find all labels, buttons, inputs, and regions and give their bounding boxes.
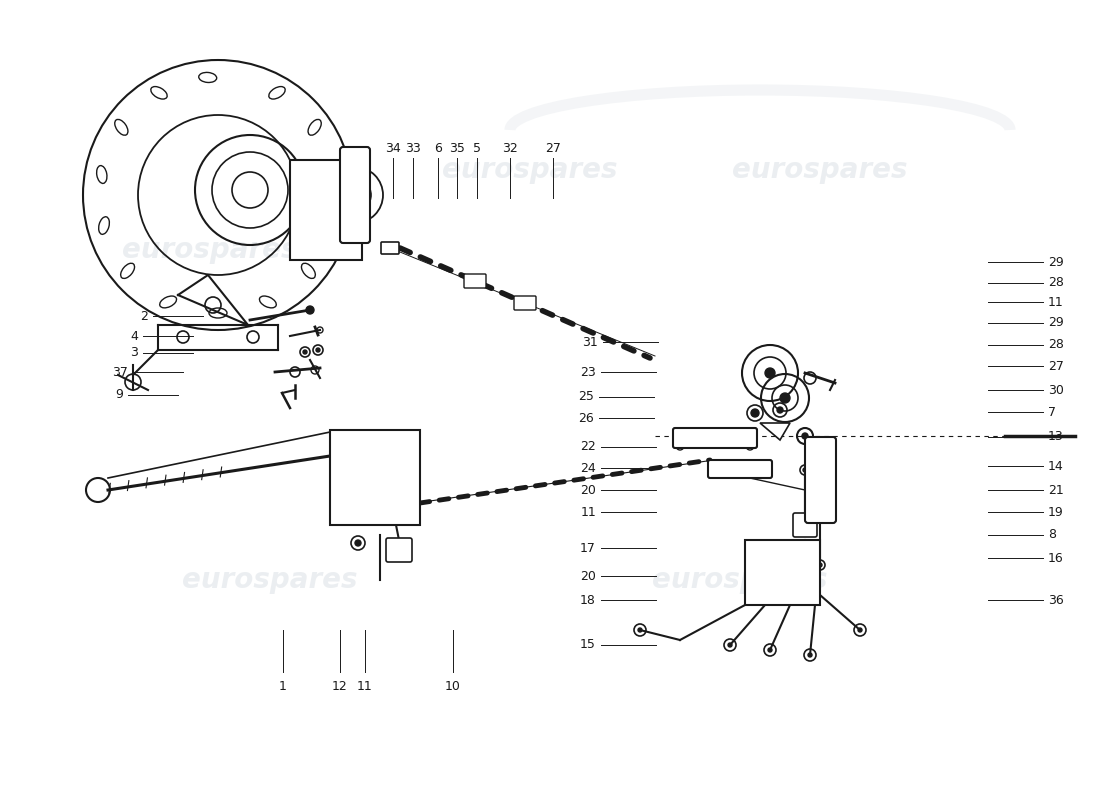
Circle shape bbox=[780, 393, 790, 403]
Circle shape bbox=[764, 368, 776, 378]
Text: 1: 1 bbox=[279, 680, 287, 693]
Ellipse shape bbox=[329, 166, 340, 183]
Ellipse shape bbox=[327, 217, 338, 234]
Text: 27: 27 bbox=[546, 142, 561, 154]
Circle shape bbox=[302, 350, 307, 354]
Text: 28: 28 bbox=[1048, 338, 1064, 351]
Ellipse shape bbox=[97, 166, 107, 183]
FancyBboxPatch shape bbox=[514, 296, 536, 310]
Text: 2: 2 bbox=[140, 310, 148, 322]
Text: 19: 19 bbox=[1048, 506, 1064, 518]
Circle shape bbox=[316, 348, 320, 352]
Text: 10: 10 bbox=[446, 680, 461, 693]
Text: 31: 31 bbox=[582, 335, 598, 349]
Ellipse shape bbox=[199, 73, 217, 82]
Ellipse shape bbox=[99, 217, 109, 234]
Text: 6: 6 bbox=[434, 142, 442, 154]
FancyBboxPatch shape bbox=[673, 428, 757, 448]
Text: 29: 29 bbox=[1048, 317, 1064, 330]
Text: 22: 22 bbox=[581, 441, 596, 454]
Circle shape bbox=[807, 582, 813, 588]
Text: 20: 20 bbox=[580, 483, 596, 497]
Circle shape bbox=[355, 540, 361, 546]
Text: 11: 11 bbox=[1048, 295, 1064, 309]
Text: 16: 16 bbox=[1048, 551, 1064, 565]
Circle shape bbox=[858, 628, 862, 632]
Circle shape bbox=[768, 648, 772, 652]
Circle shape bbox=[777, 407, 783, 413]
Text: 8: 8 bbox=[1048, 529, 1056, 542]
Text: eurospares: eurospares bbox=[442, 156, 618, 184]
Text: 13: 13 bbox=[1048, 430, 1064, 443]
Circle shape bbox=[386, 244, 394, 252]
Text: 7: 7 bbox=[1048, 406, 1056, 418]
Text: 11: 11 bbox=[581, 506, 596, 518]
Text: 33: 33 bbox=[405, 142, 421, 154]
Ellipse shape bbox=[121, 263, 134, 278]
Text: 24: 24 bbox=[581, 462, 596, 474]
Text: 5: 5 bbox=[473, 142, 481, 154]
Ellipse shape bbox=[151, 86, 167, 99]
Text: 12: 12 bbox=[332, 680, 348, 693]
Text: 29: 29 bbox=[1048, 255, 1064, 269]
Circle shape bbox=[817, 462, 823, 468]
Text: 30: 30 bbox=[1048, 383, 1064, 397]
FancyBboxPatch shape bbox=[464, 274, 486, 288]
Ellipse shape bbox=[301, 263, 316, 278]
Ellipse shape bbox=[308, 119, 321, 135]
FancyBboxPatch shape bbox=[290, 160, 362, 260]
Text: 18: 18 bbox=[580, 594, 596, 606]
Circle shape bbox=[808, 653, 812, 657]
Text: eurospares: eurospares bbox=[733, 156, 908, 184]
Text: 36: 36 bbox=[1048, 594, 1064, 606]
Text: eurospares: eurospares bbox=[122, 236, 298, 264]
Text: 35: 35 bbox=[449, 142, 465, 154]
Text: 26: 26 bbox=[579, 411, 594, 425]
Text: 21: 21 bbox=[1048, 483, 1064, 497]
Text: 3: 3 bbox=[130, 346, 138, 359]
Text: 27: 27 bbox=[1048, 359, 1064, 373]
Ellipse shape bbox=[114, 119, 128, 135]
Text: 20: 20 bbox=[580, 570, 596, 582]
Text: 37: 37 bbox=[112, 366, 128, 378]
Text: 14: 14 bbox=[1048, 459, 1064, 473]
Circle shape bbox=[306, 306, 313, 314]
Circle shape bbox=[802, 433, 808, 439]
Circle shape bbox=[818, 563, 822, 567]
FancyBboxPatch shape bbox=[330, 430, 420, 525]
FancyBboxPatch shape bbox=[805, 437, 836, 523]
Ellipse shape bbox=[260, 296, 276, 308]
FancyBboxPatch shape bbox=[708, 460, 772, 478]
Ellipse shape bbox=[268, 86, 285, 99]
Text: eurospares: eurospares bbox=[183, 566, 358, 594]
FancyBboxPatch shape bbox=[381, 242, 399, 254]
Circle shape bbox=[638, 628, 642, 632]
Text: 23: 23 bbox=[581, 366, 596, 378]
FancyBboxPatch shape bbox=[386, 538, 412, 562]
FancyBboxPatch shape bbox=[745, 540, 820, 605]
Text: 15: 15 bbox=[580, 638, 596, 651]
Circle shape bbox=[817, 492, 823, 498]
Circle shape bbox=[751, 409, 759, 417]
Ellipse shape bbox=[209, 308, 227, 318]
Polygon shape bbox=[760, 423, 790, 440]
Text: 34: 34 bbox=[385, 142, 400, 154]
Text: 4: 4 bbox=[130, 330, 138, 342]
FancyBboxPatch shape bbox=[793, 513, 817, 537]
Text: 11: 11 bbox=[358, 680, 373, 693]
Text: eurospares: eurospares bbox=[652, 566, 827, 594]
Text: 25: 25 bbox=[579, 390, 594, 403]
Text: 9: 9 bbox=[116, 389, 123, 402]
Text: 28: 28 bbox=[1048, 277, 1064, 290]
Text: 17: 17 bbox=[580, 542, 596, 554]
Circle shape bbox=[803, 468, 807, 472]
Circle shape bbox=[728, 643, 732, 647]
Text: 32: 32 bbox=[502, 142, 518, 154]
FancyBboxPatch shape bbox=[340, 147, 370, 243]
Ellipse shape bbox=[160, 296, 177, 308]
